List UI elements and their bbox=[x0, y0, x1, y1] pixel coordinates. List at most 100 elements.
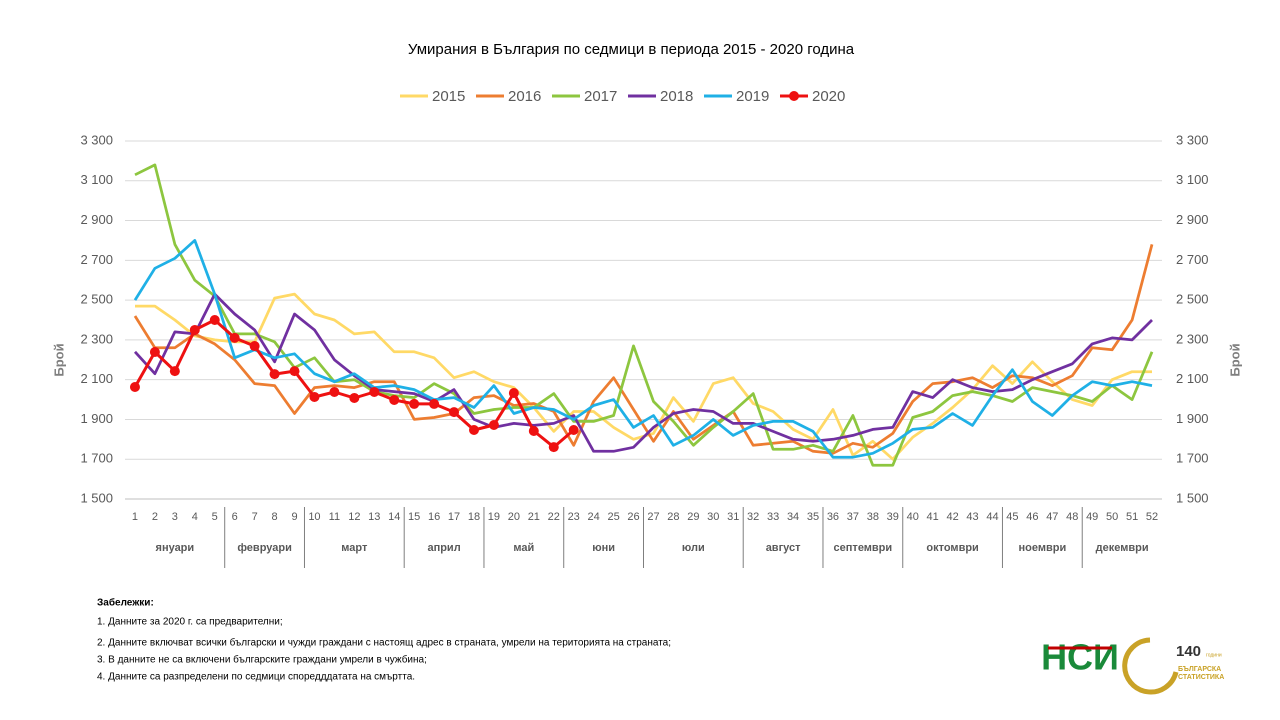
y2-tick-label: 1 900 bbox=[1176, 411, 1209, 426]
legend-marker bbox=[789, 91, 799, 101]
y-tick-label: 1 900 bbox=[80, 411, 113, 426]
x-tick-label: 20 bbox=[508, 511, 520, 523]
x-tick-label: 21 bbox=[528, 511, 540, 523]
x-tick-label: 32 bbox=[747, 511, 759, 523]
data-point bbox=[548, 442, 559, 453]
month-label: февруари bbox=[237, 542, 292, 554]
x-tick-label: 19 bbox=[488, 511, 500, 523]
chart-title: Умирания в България по седмици в периода… bbox=[408, 41, 855, 58]
x-tick-label: 34 bbox=[787, 511, 799, 523]
y-tick-label: 2 300 bbox=[80, 331, 113, 346]
data-point bbox=[329, 386, 340, 397]
x-tick-label: 40 bbox=[907, 511, 919, 523]
y2-tick-label: 1 700 bbox=[1176, 451, 1209, 466]
y2-tick-label: 3 100 bbox=[1176, 172, 1209, 187]
data-point bbox=[309, 391, 320, 402]
y-tick-label: 1 500 bbox=[80, 490, 113, 505]
month-label: октомври bbox=[926, 542, 978, 554]
month-label: май bbox=[513, 542, 534, 554]
x-tick-label: 13 bbox=[368, 511, 380, 523]
logo-text: БЪЛГАРСКА bbox=[1178, 666, 1221, 673]
y2-tick-label: 2 700 bbox=[1176, 252, 1209, 267]
x-tick-label: 7 bbox=[252, 511, 258, 523]
series-line bbox=[133, 244, 1154, 455]
month-label: януари bbox=[156, 542, 195, 554]
y2-tick-label: 2 300 bbox=[1176, 331, 1209, 346]
data-point bbox=[488, 420, 499, 431]
x-tick-label: 15 bbox=[408, 511, 420, 523]
x-tick-label: 9 bbox=[291, 511, 297, 523]
data-point bbox=[429, 398, 440, 409]
y2-axis-label: Брой bbox=[1227, 343, 1242, 376]
data-point bbox=[349, 392, 360, 403]
x-tick-label: 33 bbox=[767, 511, 779, 523]
x-tick-label: 27 bbox=[647, 511, 659, 523]
data-point bbox=[169, 366, 180, 377]
data-point bbox=[249, 341, 260, 352]
logo: НСИ 140 години БЪЛГАРСКА СТАТИСТИКА bbox=[1041, 637, 1224, 695]
x-tick-label: 11 bbox=[329, 511, 340, 523]
x-tick-label: 17 bbox=[448, 511, 460, 523]
x-tick-label: 1 bbox=[132, 511, 138, 523]
x-tick-label: 24 bbox=[588, 511, 600, 523]
x-tick-label: 18 bbox=[468, 511, 480, 523]
x-tick-label: 5 bbox=[212, 511, 218, 523]
x-tick-label: 16 bbox=[428, 511, 440, 523]
x-tick-label: 49 bbox=[1086, 511, 1098, 523]
data-point bbox=[209, 315, 220, 325]
y-tick-label: 2 100 bbox=[80, 371, 113, 386]
x-tick-label: 2 bbox=[152, 511, 158, 523]
data-point bbox=[269, 369, 280, 380]
x-tick-label: 36 bbox=[827, 511, 839, 523]
x-tick-label: 47 bbox=[1046, 511, 1058, 523]
y-tick-label: 2 700 bbox=[80, 252, 113, 267]
month-label: септември bbox=[834, 542, 893, 554]
x-tick-label: 30 bbox=[707, 511, 719, 523]
data-point bbox=[468, 424, 479, 435]
month-label: март bbox=[341, 542, 368, 554]
y-tick-label: 1 700 bbox=[80, 451, 113, 466]
y-axis-label: Брой bbox=[51, 343, 66, 376]
data-point bbox=[449, 407, 460, 418]
month-label: декември bbox=[1096, 542, 1149, 554]
x-tick-label: 14 bbox=[388, 511, 400, 523]
logo-text: СТАТИСТИКА bbox=[1178, 674, 1224, 681]
y2-tick-label: 2 900 bbox=[1176, 212, 1209, 227]
note: 1. Данните за 2020 г. са предварителни; bbox=[97, 617, 283, 628]
x-tick-label: 50 bbox=[1106, 511, 1118, 523]
data-point bbox=[189, 324, 200, 335]
x-tick-label: 52 bbox=[1146, 511, 1158, 523]
data-point bbox=[289, 366, 300, 377]
x-tick-label: 51 bbox=[1126, 511, 1138, 523]
notes-heading: Забележки: bbox=[97, 597, 154, 609]
x-tick-label: 41 bbox=[927, 511, 939, 523]
x-tick-label: 23 bbox=[568, 511, 580, 523]
y2-tick-label: 1 500 bbox=[1176, 490, 1209, 505]
logo-years: 140 bbox=[1176, 643, 1201, 660]
legend-label: 2016 bbox=[508, 88, 541, 105]
data-point bbox=[129, 382, 140, 393]
x-tick-label: 48 bbox=[1066, 511, 1078, 523]
legend-label: 2019 bbox=[736, 88, 769, 105]
data-point bbox=[508, 387, 519, 398]
x-tick-label: 37 bbox=[847, 511, 859, 523]
x-tick-label: 43 bbox=[966, 511, 978, 523]
x-tick-label: 8 bbox=[272, 511, 278, 523]
data-point bbox=[229, 332, 240, 343]
x-tick-label: 39 bbox=[887, 511, 899, 523]
data-point bbox=[149, 347, 160, 358]
x-tick-label: 10 bbox=[308, 511, 320, 523]
logo-arc bbox=[1122, 637, 1179, 695]
series-line bbox=[133, 318, 575, 449]
data-point bbox=[568, 424, 579, 435]
data-point bbox=[409, 398, 420, 409]
x-tick-label: 25 bbox=[607, 511, 619, 523]
y2-tick-label: 2 100 bbox=[1176, 371, 1209, 386]
month-label: юли bbox=[682, 542, 705, 554]
month-label: август bbox=[766, 542, 801, 554]
y-tick-label: 3 300 bbox=[80, 132, 113, 147]
series-line bbox=[133, 239, 1153, 459]
x-tick-label: 3 bbox=[172, 511, 178, 523]
series-line bbox=[133, 292, 1153, 453]
